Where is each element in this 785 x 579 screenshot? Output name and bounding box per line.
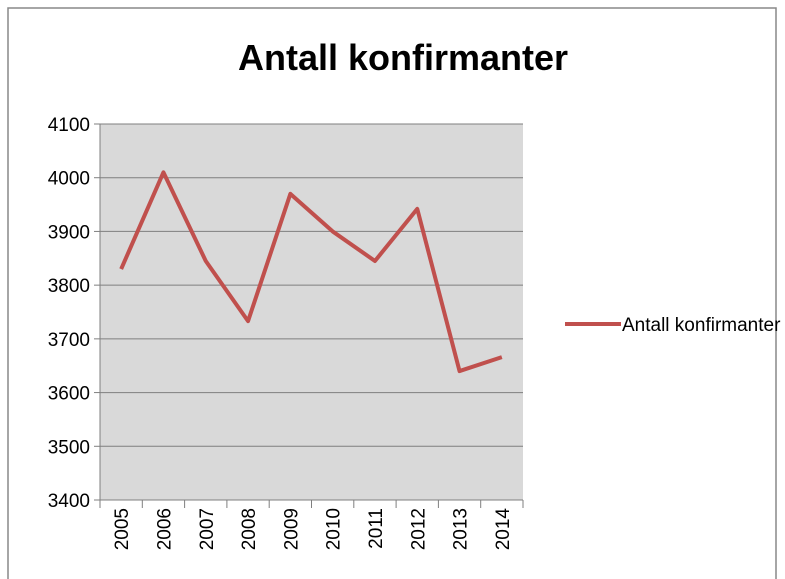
legend-label: Antall konfirmanter [622,315,781,336]
x-tick-label: 2007 [197,508,218,550]
plot-area [100,124,523,500]
x-tick-label: 2005 [112,508,133,550]
y-tick-label: 3400 [48,491,90,512]
x-tick-label: 2006 [154,508,175,550]
x-tick-label: 2014 [493,508,514,551]
y-tick-label: 3900 [48,222,90,243]
x-tick-label: 2013 [451,508,472,550]
y-tick-label: 3500 [48,437,90,458]
y-tick-label: 4100 [48,115,90,136]
y-tick-label: 3600 [48,384,90,405]
series-line [119,170,503,374]
y-tick-label: 3700 [48,330,90,351]
x-tick-label: 2009 [281,508,302,550]
y-tick-label: 3800 [48,276,90,297]
chart-title: Antall konfirmanter [238,37,568,78]
x-tick-label: 2011 [366,508,387,549]
x-tick-label: 2012 [408,508,429,550]
x-tick-label: 2010 [324,508,345,550]
x-tick-label: 2008 [239,508,260,550]
y-tick-label: 4000 [48,169,90,190]
